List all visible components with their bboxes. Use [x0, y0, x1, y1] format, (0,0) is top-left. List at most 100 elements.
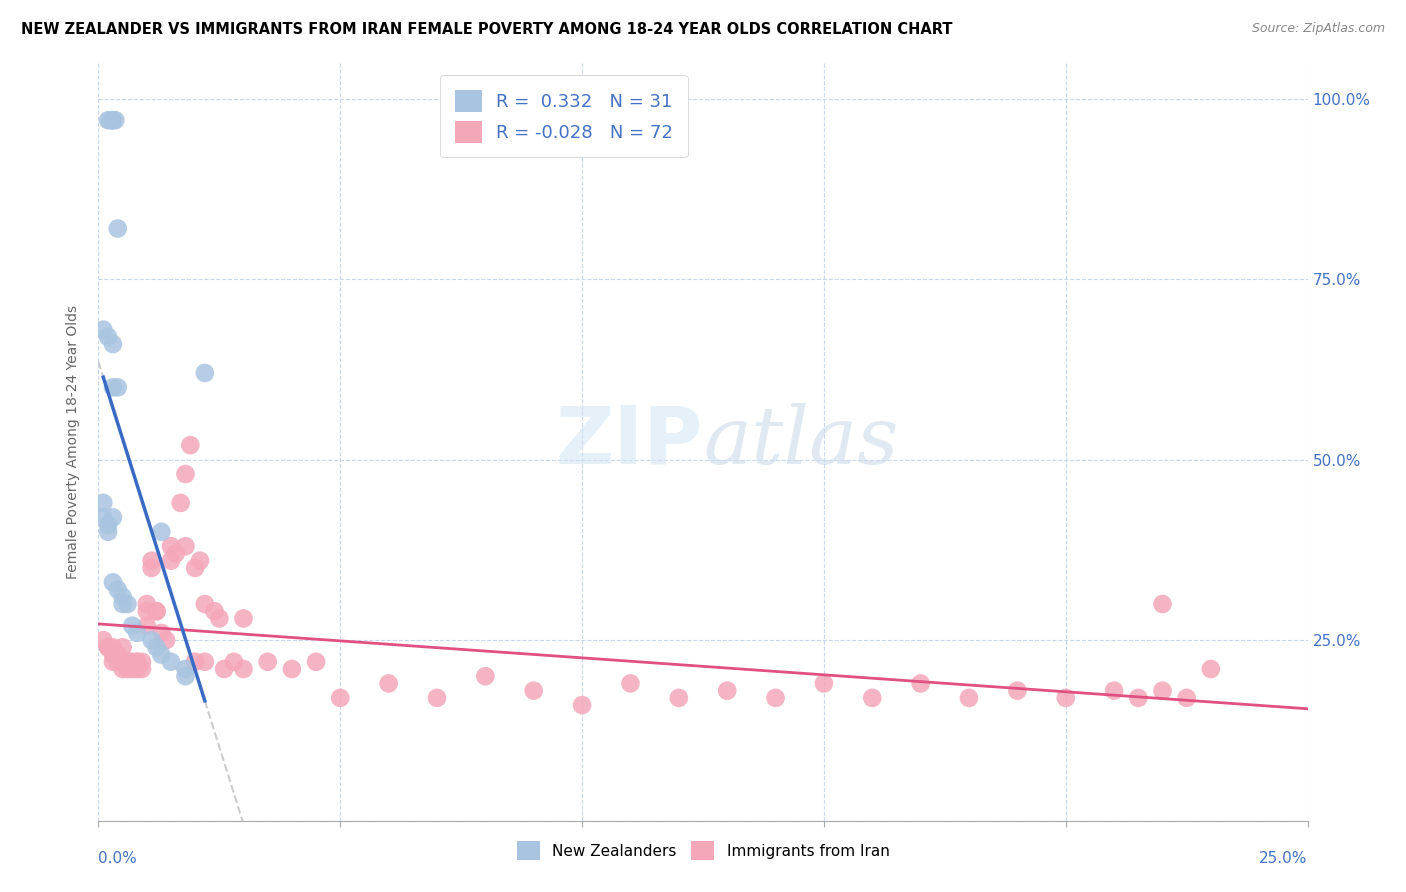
Point [179, 438, 201, 452]
Point [305, 655, 328, 669]
Point [127, 662, 149, 676]
Point [135, 604, 157, 618]
Point [101, 510, 124, 524]
Point [101, 380, 124, 394]
Point [131, 662, 153, 676]
Point [111, 590, 134, 604]
Point [188, 554, 211, 568]
Point [957, 690, 980, 705]
Text: 0.0%: 0.0% [98, 851, 138, 866]
Point [127, 626, 149, 640]
Point [97, 640, 120, 655]
Text: ZIP: ZIP [555, 402, 703, 481]
Point [1007, 683, 1029, 698]
Point [150, 524, 173, 539]
Point [716, 683, 738, 698]
Point [256, 655, 278, 669]
Point [100, 113, 122, 128]
Point [619, 676, 641, 690]
Text: 25.0%: 25.0% [1260, 851, 1308, 866]
Point [101, 575, 124, 590]
Point [232, 662, 254, 676]
Point [107, 582, 129, 597]
Text: NEW ZEALANDER VS IMMIGRANTS FROM IRAN FEMALE POVERTY AMONG 18-24 YEAR OLDS CORRE: NEW ZEALANDER VS IMMIGRANTS FROM IRAN FE… [21, 22, 953, 37]
Point [97, 330, 120, 344]
Legend: New Zealanders, Immigrants from Iran: New Zealanders, Immigrants from Iran [510, 835, 896, 866]
Point [135, 597, 157, 611]
Point [910, 676, 932, 690]
Point [91, 633, 114, 648]
Point [523, 683, 546, 698]
Point [101, 648, 124, 662]
Point [97, 640, 120, 655]
Point [101, 655, 124, 669]
Point [169, 496, 191, 510]
Point [104, 113, 127, 128]
Point [184, 561, 207, 575]
Point [160, 539, 183, 553]
Point [208, 611, 231, 625]
Point [121, 618, 143, 632]
Point [571, 698, 593, 712]
Point [97, 113, 120, 128]
Point [101, 113, 124, 128]
Point [101, 113, 124, 128]
Point [107, 655, 129, 669]
Point [184, 655, 207, 669]
Point [194, 655, 217, 669]
Point [174, 539, 197, 553]
Point [160, 554, 183, 568]
Point [1128, 690, 1150, 705]
Point [111, 662, 134, 676]
Point [1152, 597, 1174, 611]
Point [111, 640, 134, 655]
Point [174, 669, 197, 683]
Point [150, 648, 173, 662]
Point [194, 366, 217, 380]
Point [377, 676, 399, 690]
Point [232, 611, 254, 625]
Point [117, 662, 139, 676]
Point [141, 561, 163, 575]
Point [121, 655, 143, 669]
Point [91, 323, 114, 337]
Point [91, 510, 114, 524]
Point [194, 597, 217, 611]
Point [117, 597, 139, 611]
Point [145, 640, 167, 655]
Point [127, 655, 149, 669]
Point [155, 633, 177, 648]
Point [1102, 683, 1125, 698]
Point [111, 655, 134, 669]
Point [174, 662, 197, 676]
Point [165, 546, 187, 560]
Point [127, 655, 149, 669]
Point [107, 380, 129, 394]
Point [860, 690, 883, 705]
Point [141, 633, 163, 648]
Point [91, 496, 114, 510]
Point [107, 221, 129, 235]
Point [160, 655, 183, 669]
Point [97, 524, 120, 539]
Point [145, 604, 167, 618]
Point [174, 467, 197, 481]
Point [281, 662, 304, 676]
Point [668, 690, 690, 705]
Point [1175, 690, 1198, 705]
Point [329, 690, 352, 705]
Point [131, 655, 153, 669]
Point [1152, 683, 1174, 698]
Point [765, 690, 787, 705]
Point [145, 604, 167, 618]
Text: atlas: atlas [703, 403, 898, 480]
Point [204, 604, 226, 618]
Point [222, 655, 245, 669]
Point [101, 640, 124, 655]
Point [135, 618, 157, 632]
Point [426, 690, 449, 705]
Point [121, 662, 143, 676]
Point [813, 676, 835, 690]
Point [97, 517, 120, 532]
Text: Source: ZipAtlas.com: Source: ZipAtlas.com [1251, 22, 1385, 36]
